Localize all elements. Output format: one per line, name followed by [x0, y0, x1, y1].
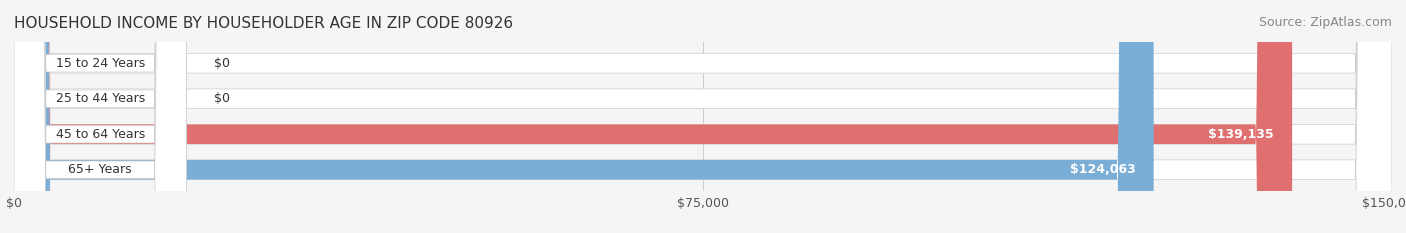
FancyBboxPatch shape [14, 0, 187, 233]
Text: 45 to 64 Years: 45 to 64 Years [56, 128, 145, 141]
Text: HOUSEHOLD INCOME BY HOUSEHOLDER AGE IN ZIP CODE 80926: HOUSEHOLD INCOME BY HOUSEHOLDER AGE IN Z… [14, 16, 513, 31]
Text: $139,135: $139,135 [1208, 128, 1274, 141]
Text: Source: ZipAtlas.com: Source: ZipAtlas.com [1258, 16, 1392, 29]
FancyBboxPatch shape [14, 0, 187, 233]
Text: 25 to 44 Years: 25 to 44 Years [56, 92, 145, 105]
Text: $124,063: $124,063 [1070, 163, 1135, 176]
FancyBboxPatch shape [14, 0, 187, 233]
FancyBboxPatch shape [14, 0, 187, 233]
FancyBboxPatch shape [14, 0, 1292, 233]
Text: 15 to 24 Years: 15 to 24 Years [56, 57, 145, 70]
FancyBboxPatch shape [14, 0, 1154, 233]
FancyBboxPatch shape [14, 0, 1392, 233]
Text: 65+ Years: 65+ Years [69, 163, 132, 176]
Text: $0: $0 [214, 92, 229, 105]
FancyBboxPatch shape [14, 0, 1392, 233]
Text: $0: $0 [214, 57, 229, 70]
FancyBboxPatch shape [14, 0, 1392, 233]
FancyBboxPatch shape [14, 0, 1392, 233]
